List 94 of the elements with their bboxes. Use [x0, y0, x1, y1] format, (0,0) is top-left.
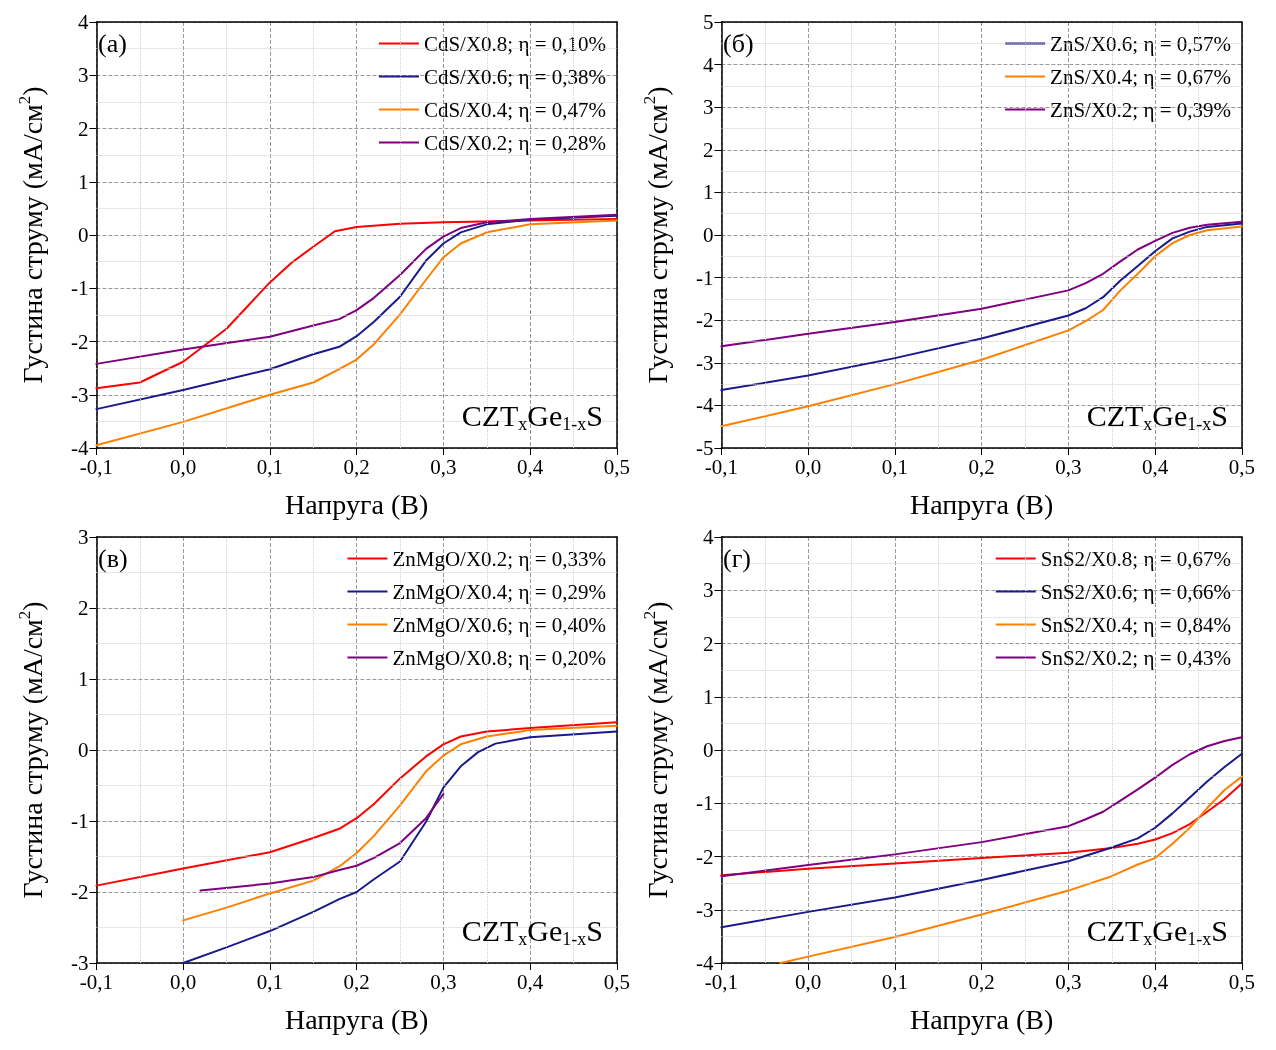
annotation: (в) — [98, 543, 128, 573]
legend-label: SnS2/X0.2; η = 0,43% — [1040, 645, 1231, 670]
x-tick-label: 0,1 — [881, 454, 909, 479]
x-tick-label: 0,5 — [1228, 454, 1255, 479]
line-series — [720, 782, 1243, 877]
y-tick-label: 3 — [77, 525, 89, 549]
y-axis-title: Густина струму (мА/см2) — [15, 86, 48, 384]
x-tick-label: 0,1 — [256, 454, 284, 479]
line-series — [95, 213, 618, 365]
y-tick-label: 4 — [702, 525, 714, 549]
legend-label: CdS/X0.2; η = 0,28% — [423, 130, 606, 155]
x-tick-label: 0,1 — [881, 969, 909, 994]
y-tick-label: 3 — [77, 63, 89, 88]
annotation: (a) — [98, 28, 127, 58]
y-tick-label: 0 — [77, 223, 89, 247]
x-tick-label: 0,2 — [968, 969, 995, 994]
legend-label: ZnS/X0.6; η = 0,57% — [1050, 31, 1232, 56]
x-tick-label: 0,4 — [1142, 454, 1169, 479]
legend-label: ZnS/X0.4; η = 0,67% — [1050, 64, 1232, 89]
y-tick-label: 2 — [77, 116, 89, 141]
y-tick-label: -4 — [695, 393, 714, 418]
line-series — [95, 721, 618, 887]
line-series — [182, 730, 618, 964]
legend-label: SnS2/X0.4; η = 0,84% — [1040, 612, 1231, 637]
x-tick-label: 0,2 — [343, 969, 370, 994]
line-series — [182, 724, 618, 922]
y-tick-label: 1 — [77, 667, 89, 691]
y-tick-label: 0 — [702, 223, 714, 247]
x-tick-label: 0,1 — [256, 969, 284, 994]
y-tick-label: 1 — [77, 169, 89, 194]
y-tick-label: 5 — [702, 10, 714, 34]
x-tick-label: 0,4 — [1142, 969, 1169, 994]
legend-label: ZnMgO/X0.6; η = 0,40% — [392, 612, 607, 637]
line-series — [199, 793, 445, 892]
legend-label: CdS/X0.6; η = 0,38% — [423, 64, 606, 89]
line-series — [720, 222, 1243, 392]
legend-label: CdS/X0.8; η = 0,10% — [423, 31, 606, 56]
y-tick-label: 0 — [702, 738, 714, 762]
y-tick-label: 4 — [702, 52, 714, 77]
y-tick-label: -2 — [70, 880, 89, 904]
y-axis-title: Густина струму (мА/см2) — [640, 601, 673, 899]
x-tick-label: 0,3 — [1055, 969, 1082, 994]
y-tick-label: 2 — [702, 137, 714, 162]
y-tick-label: 4 — [77, 10, 89, 34]
x-axis-title: Напруга (В) — [910, 488, 1054, 520]
y-tick-label: -1 — [695, 265, 714, 290]
line-series — [779, 775, 1243, 964]
y-tick-label: -3 — [70, 382, 89, 407]
y-tick-label: 2 — [77, 596, 89, 620]
line-series — [720, 220, 1243, 348]
line-series — [720, 736, 1243, 878]
x-tick-label: 0,5 — [603, 969, 630, 994]
y-tick-label: -3 — [695, 350, 714, 375]
x-tick-label: 0,0 — [170, 969, 197, 994]
x-tick-label: 0,5 — [603, 454, 630, 479]
legend-label: ZnMgO/X0.2; η = 0,33% — [392, 546, 607, 571]
x-tick-label: 0,4 — [517, 454, 544, 479]
legend-label: ZnMgO/X0.4; η = 0,29% — [392, 579, 607, 604]
y-axis-title: Густина струму (мА/см2) — [640, 86, 673, 384]
y-tick-label: -3 — [695, 897, 714, 922]
x-tick-label: 0,0 — [795, 454, 822, 479]
y-tick-label: -2 — [70, 329, 89, 354]
legend-label: CdS/X0.4; η = 0,47% — [423, 97, 606, 122]
x-tick-label: 0,0 — [795, 969, 822, 994]
x-tick-label: 0,3 — [430, 969, 457, 994]
x-axis-title: Напруга (В) — [285, 1003, 429, 1035]
annotation: (г) — [723, 543, 751, 573]
x-tick-label: 0,0 — [170, 454, 197, 479]
y-tick-label: 1 — [702, 684, 714, 709]
y-tick-label: 0 — [77, 738, 89, 762]
x-tick-label: 0,5 — [1228, 969, 1255, 994]
line-series — [720, 225, 1243, 428]
annotation: (б) — [723, 28, 754, 58]
x-tick-label: 0,2 — [968, 454, 995, 479]
x-tick-label: 0,3 — [1055, 454, 1082, 479]
x-tick-label: 0,2 — [343, 454, 370, 479]
y-tick-label: -1 — [695, 791, 714, 816]
y-tick-label: 3 — [702, 95, 714, 120]
y-tick-label: -2 — [695, 844, 714, 869]
y-tick-label: 2 — [702, 631, 714, 656]
y-tick-label: 1 — [702, 180, 714, 205]
y-tick-label: 3 — [702, 578, 714, 603]
legend-label: SnS2/X0.6; η = 0,66% — [1040, 579, 1231, 604]
x-axis-title: Напруга (В) — [910, 1003, 1054, 1035]
y-tick-label: -1 — [70, 809, 89, 833]
y-tick-label: -2 — [695, 308, 714, 333]
legend-label: ZnMgO/X0.8; η = 0,20% — [392, 645, 607, 670]
y-axis-title: Густина струму (мА/см2) — [15, 601, 48, 899]
x-axis-title: Напруга (В) — [285, 488, 429, 520]
x-tick-label: 0,3 — [430, 454, 457, 479]
legend-label: ZnS/X0.2; η = 0,39% — [1050, 97, 1232, 122]
y-tick-label: -1 — [70, 276, 89, 301]
x-tick-label: 0,4 — [517, 969, 544, 994]
legend-label: SnS2/X0.8; η = 0,67% — [1040, 546, 1231, 571]
